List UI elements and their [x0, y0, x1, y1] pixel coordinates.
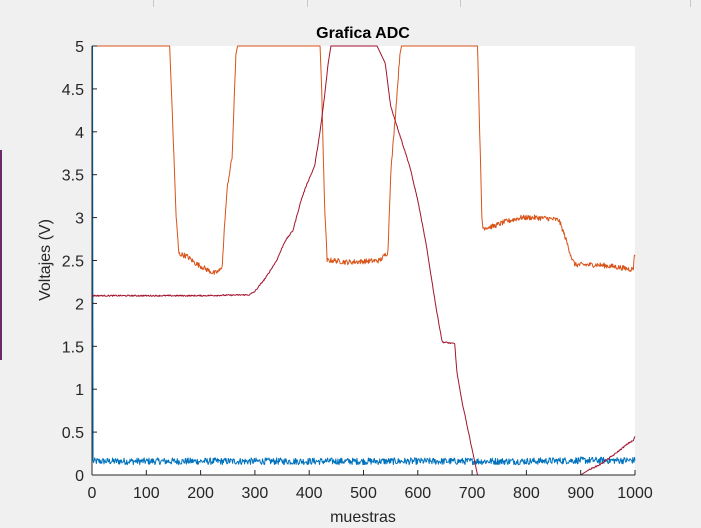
x-ticks: 0 100 200 300 400 500 600 700 800 900 1000: [88, 470, 653, 502]
y-tick-label: 1: [75, 382, 84, 399]
y-tick-label: 0.5: [62, 425, 84, 442]
x-tick-label: 0: [88, 485, 97, 502]
y-tick-label: 5: [75, 39, 84, 56]
y-tick-label: 3: [75, 211, 84, 228]
chart-title: Grafica ADC: [316, 25, 410, 42]
x-tick-label: 400: [296, 485, 323, 502]
y-tick-label: 3.5: [62, 168, 84, 185]
plot-area: [92, 46, 635, 475]
y-ticks: 0 0.5 1 1.5 2 2.5 3 3.5 4 4.5 5: [62, 39, 97, 485]
x-tick-label: 800: [513, 485, 540, 502]
y-tick-label: 0: [75, 468, 84, 485]
x-tick-label: 600: [404, 485, 431, 502]
x-tick-label: 100: [133, 485, 160, 502]
y-tick-label: 1.5: [62, 339, 84, 356]
y-tick-label: 2: [75, 296, 84, 313]
series-line-1: [91, 45, 636, 476]
x-tick-label: 200: [187, 485, 214, 502]
top-tick: [690, 0, 691, 7]
y-tick-label: 4.5: [62, 82, 84, 99]
x-tick-label: 700: [459, 485, 486, 502]
window-top-strip: [0, 0, 701, 8]
window-left-edge: [0, 150, 2, 360]
x-tick-label: 300: [242, 485, 269, 502]
top-tick: [307, 0, 308, 7]
y-axis-title: Voltajes (V): [37, 219, 54, 301]
x-tick-label: 900: [567, 485, 594, 502]
x-axis-title: muestras: [330, 509, 396, 526]
top-tick: [153, 0, 154, 7]
series-line-2: [92, 45, 636, 275]
x-tick-label: 500: [350, 485, 377, 502]
y-tick-label: 4: [75, 125, 84, 142]
x-tick-label: 1000: [617, 485, 653, 502]
top-tick: [460, 0, 461, 7]
y-tick-label: 2.5: [62, 254, 84, 271]
